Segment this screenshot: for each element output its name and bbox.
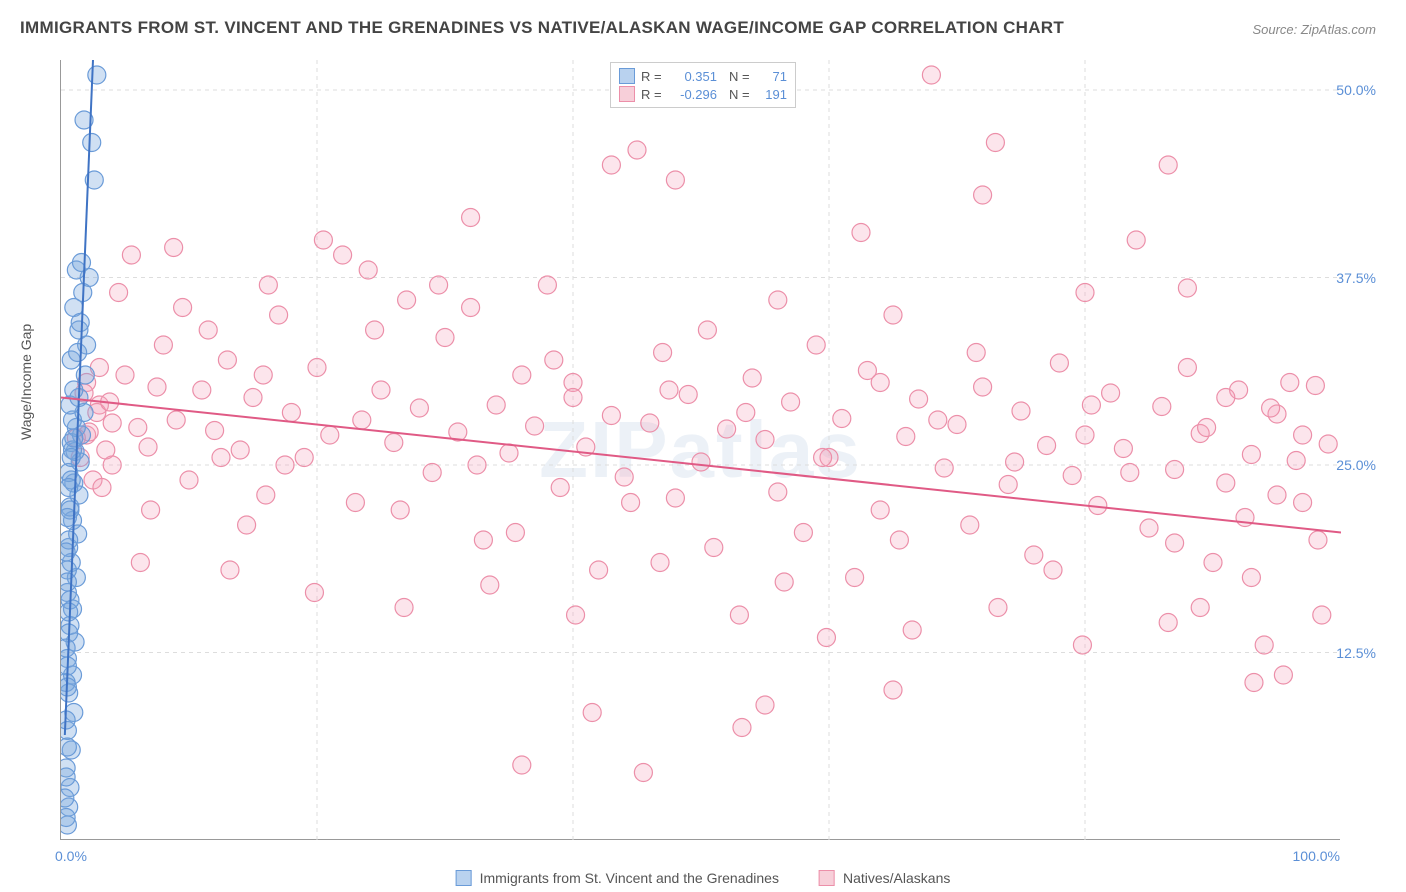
source-prefix: Source:	[1252, 22, 1300, 37]
legend-item-blue: Immigrants from St. Vincent and the Gren…	[456, 870, 779, 886]
r-label: R =	[641, 69, 663, 84]
r-value-pink: -0.296	[669, 87, 717, 102]
correlation-legend: R = 0.351 N = 71 R = -0.296 N = 191	[610, 62, 796, 108]
swatch-blue-icon	[619, 68, 635, 84]
chart-title: IMMIGRANTS FROM ST. VINCENT AND THE GREN…	[20, 18, 1064, 38]
legend-item-pink: Natives/Alaskans	[819, 870, 950, 886]
y-tick-label: 25.0%	[1336, 457, 1376, 473]
n-value-pink: 191	[757, 87, 787, 102]
legend-row-blue: R = 0.351 N = 71	[619, 67, 787, 85]
r-value-blue: 0.351	[669, 69, 717, 84]
source-attribution: Source: ZipAtlas.com	[1252, 22, 1376, 37]
x-tick-label: 100.0%	[1293, 848, 1340, 864]
watermark-text: ZIPatlas	[539, 404, 862, 496]
legend-label-blue: Immigrants from St. Vincent and the Gren…	[480, 870, 779, 886]
x-tick-label: 0.0%	[55, 848, 87, 864]
r-label: R =	[641, 87, 663, 102]
legend-row-pink: R = -0.296 N = 191	[619, 85, 787, 103]
chart-container: IMMIGRANTS FROM ST. VINCENT AND THE GREN…	[0, 0, 1406, 892]
swatch-blue-icon	[456, 870, 472, 886]
series-legend: Immigrants from St. Vincent and the Gren…	[456, 870, 951, 886]
n-label: N =	[729, 69, 751, 84]
swatch-pink-icon	[619, 86, 635, 102]
y-tick-label: 50.0%	[1336, 82, 1376, 98]
n-label: N =	[729, 87, 751, 102]
n-value-blue: 71	[757, 69, 787, 84]
y-tick-label: 37.5%	[1336, 270, 1376, 286]
y-tick-label: 12.5%	[1336, 645, 1376, 661]
legend-label-pink: Natives/Alaskans	[843, 870, 950, 886]
plot-area: ZIPatlas	[60, 60, 1340, 840]
source-name: ZipAtlas.com	[1301, 22, 1376, 37]
y-axis-label: Wage/Income Gap	[18, 324, 34, 440]
swatch-pink-icon	[819, 870, 835, 886]
scatter-svg	[61, 60, 1341, 840]
